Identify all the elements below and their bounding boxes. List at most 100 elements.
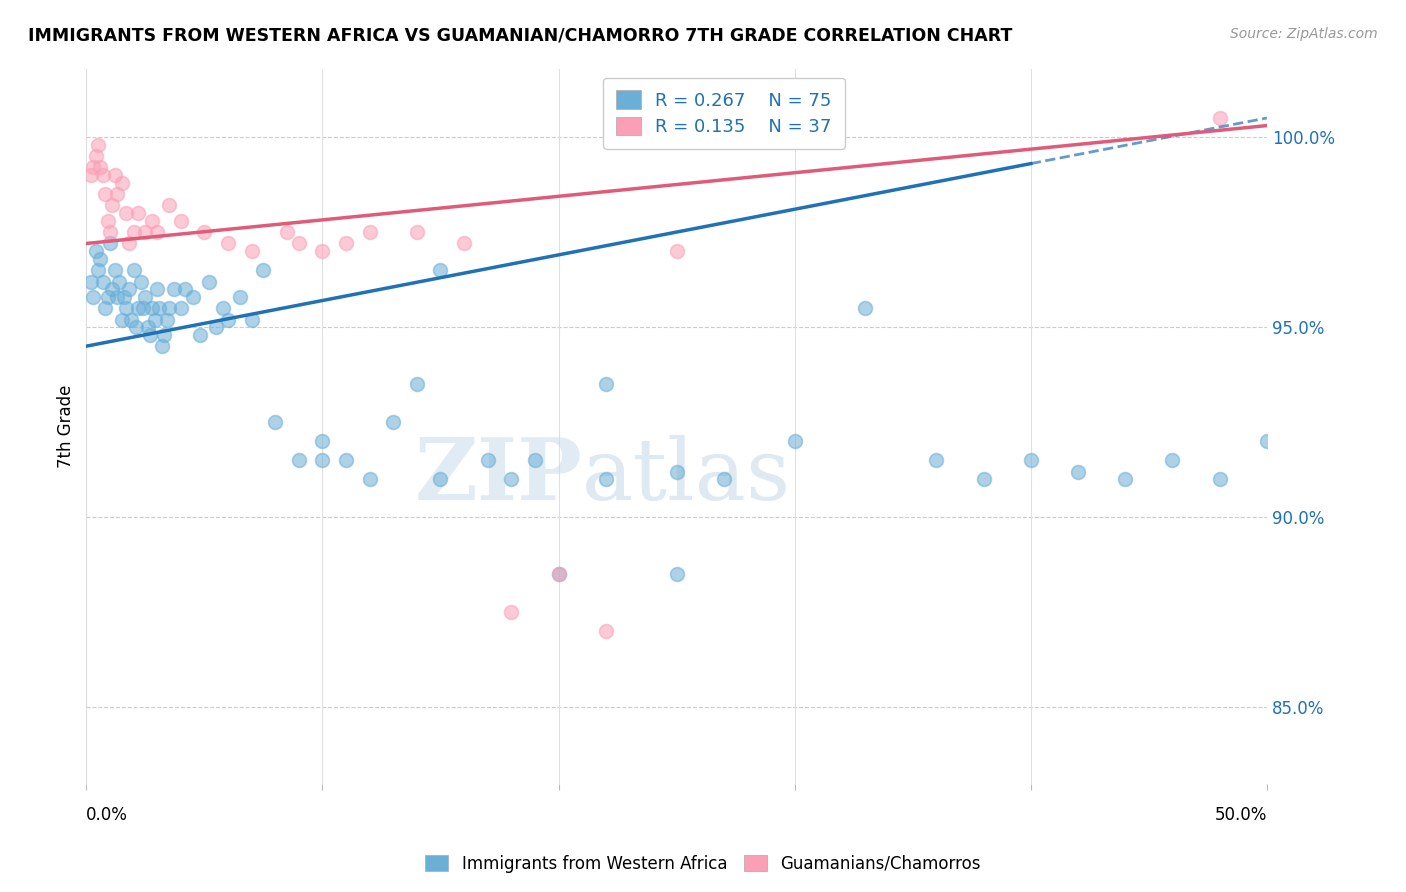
Point xyxy=(157,301,180,315)
Point xyxy=(94,187,117,202)
Point xyxy=(125,320,148,334)
Point xyxy=(118,236,141,251)
Point xyxy=(665,244,688,258)
Point xyxy=(104,168,127,182)
Point xyxy=(146,225,169,239)
Point xyxy=(150,339,173,353)
Point xyxy=(382,415,405,429)
Point xyxy=(925,453,948,467)
Point xyxy=(132,301,155,315)
Point xyxy=(501,606,523,620)
Text: Source: ZipAtlas.com: Source: ZipAtlas.com xyxy=(1230,27,1378,41)
Point xyxy=(96,213,118,227)
Point xyxy=(174,282,197,296)
Point xyxy=(405,377,427,392)
Point xyxy=(111,312,134,326)
Point xyxy=(359,472,381,486)
Point xyxy=(98,236,121,251)
Point xyxy=(1161,453,1184,467)
Point xyxy=(89,161,111,175)
Point xyxy=(98,225,121,239)
Point xyxy=(112,290,135,304)
Point xyxy=(1256,434,1278,449)
Point xyxy=(547,567,569,582)
Point xyxy=(240,244,263,258)
Point xyxy=(80,168,103,182)
Legend: Immigrants from Western Africa, Guamanians/Chamorros: Immigrants from Western Africa, Guamania… xyxy=(419,848,987,880)
Point xyxy=(91,275,114,289)
Point xyxy=(134,225,156,239)
Point xyxy=(264,415,287,429)
Point xyxy=(181,290,204,304)
Point xyxy=(163,282,186,296)
Point xyxy=(311,434,333,449)
Text: 0.0%: 0.0% xyxy=(86,806,128,824)
Point xyxy=(1019,453,1042,467)
Legend: R = 0.267    N = 75, R = 0.135    N = 37: R = 0.267 N = 75, R = 0.135 N = 37 xyxy=(603,78,845,149)
Point xyxy=(477,453,499,467)
Point xyxy=(143,312,166,326)
Point xyxy=(252,263,274,277)
Point xyxy=(193,225,215,239)
Point xyxy=(429,263,451,277)
Point xyxy=(120,312,142,326)
Point xyxy=(115,206,138,220)
Point xyxy=(335,236,357,251)
Point xyxy=(198,275,221,289)
Point xyxy=(91,168,114,182)
Point xyxy=(429,472,451,486)
Point xyxy=(311,453,333,467)
Point xyxy=(217,312,239,326)
Point xyxy=(595,624,617,639)
Point xyxy=(713,472,735,486)
Point xyxy=(501,472,523,486)
Point xyxy=(105,290,128,304)
Point xyxy=(453,236,475,251)
Point xyxy=(170,301,193,315)
Point xyxy=(82,290,104,304)
Point xyxy=(148,301,170,315)
Point xyxy=(288,453,311,467)
Point xyxy=(1114,472,1136,486)
Point xyxy=(155,312,177,326)
Point xyxy=(311,244,333,258)
Point xyxy=(1067,465,1090,479)
Point xyxy=(595,472,617,486)
Point xyxy=(122,263,145,277)
Point xyxy=(523,453,546,467)
Point xyxy=(146,282,169,296)
Point xyxy=(973,472,995,486)
Point xyxy=(212,301,235,315)
Point xyxy=(101,198,124,212)
Text: 50.0%: 50.0% xyxy=(1215,806,1267,824)
Point xyxy=(595,377,617,392)
Point xyxy=(153,327,176,342)
Point xyxy=(122,225,145,239)
Point xyxy=(105,187,128,202)
Point xyxy=(127,206,149,220)
Y-axis label: 7th Grade: 7th Grade xyxy=(58,384,75,467)
Point xyxy=(335,453,357,467)
Point xyxy=(205,320,228,334)
Point xyxy=(855,301,877,315)
Point xyxy=(87,263,110,277)
Point xyxy=(101,282,124,296)
Point xyxy=(1208,472,1230,486)
Point xyxy=(217,236,239,251)
Point xyxy=(547,567,569,582)
Text: ZIP: ZIP xyxy=(415,434,582,518)
Text: IMMIGRANTS FROM WESTERN AFRICA VS GUAMANIAN/CHAMORRO 7TH GRADE CORRELATION CHART: IMMIGRANTS FROM WESTERN AFRICA VS GUAMAN… xyxy=(28,27,1012,45)
Point xyxy=(405,225,427,239)
Point xyxy=(80,275,103,289)
Point xyxy=(127,301,149,315)
Point xyxy=(134,290,156,304)
Point xyxy=(89,252,111,266)
Point xyxy=(359,225,381,239)
Point xyxy=(229,290,252,304)
Point xyxy=(115,301,138,315)
Point xyxy=(783,434,806,449)
Point xyxy=(240,312,263,326)
Point xyxy=(129,275,152,289)
Point xyxy=(111,176,134,190)
Point xyxy=(96,290,118,304)
